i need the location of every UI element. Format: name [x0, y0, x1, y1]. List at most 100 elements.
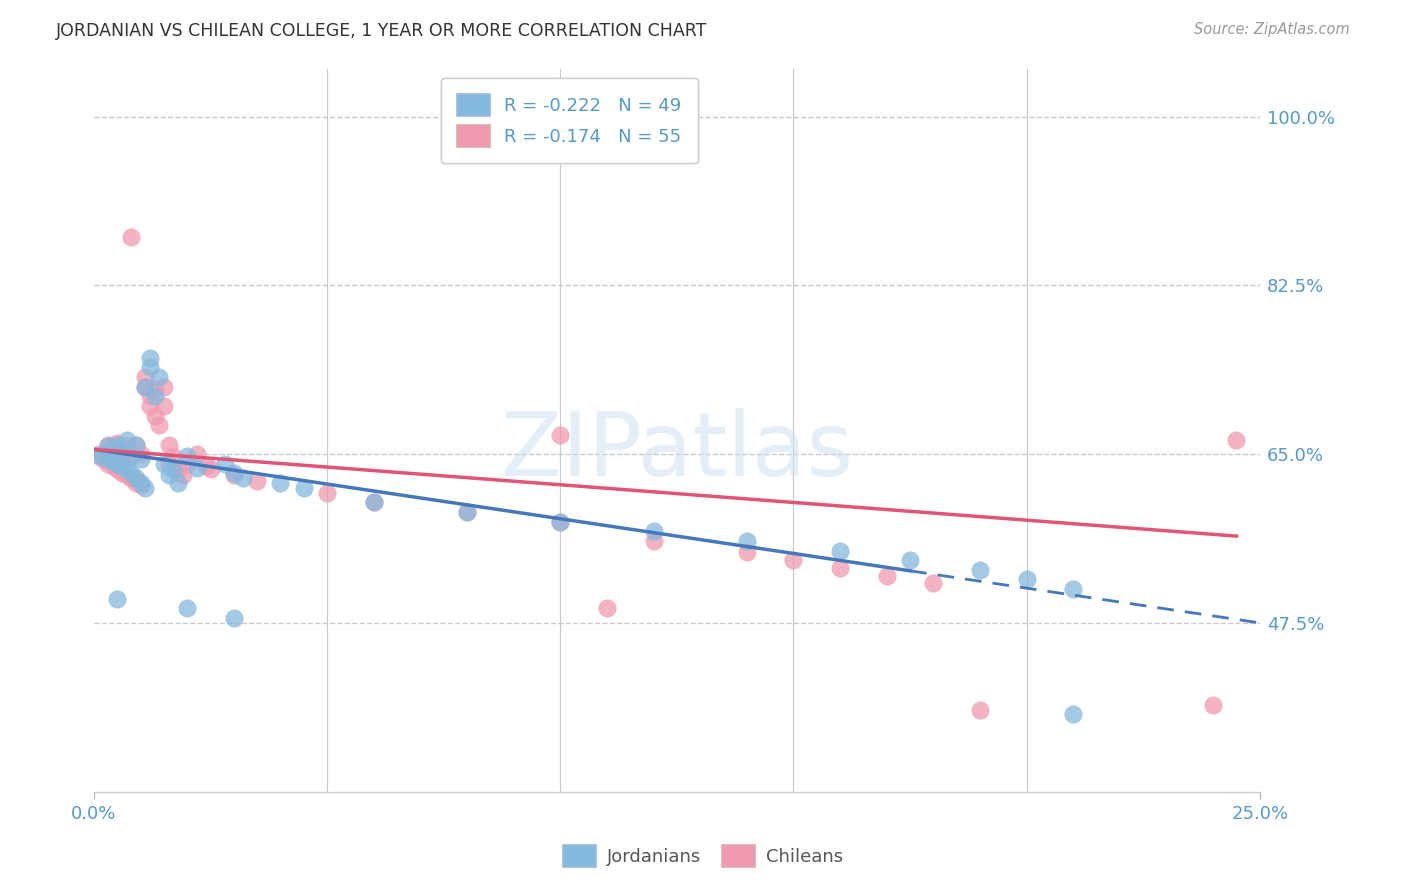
Point — [167, 461, 190, 475]
Point — [97, 457, 120, 471]
Point — [176, 449, 198, 463]
Point — [162, 461, 184, 475]
Point — [111, 467, 134, 481]
Point — [129, 452, 152, 467]
Point — [1225, 433, 1247, 447]
Point — [105, 435, 128, 450]
Legend: Jordanians, Chileans: Jordanians, Chileans — [555, 838, 851, 874]
Point — [148, 418, 170, 433]
Point — [222, 467, 245, 481]
Point — [101, 458, 124, 473]
Point — [125, 437, 148, 451]
Point — [735, 533, 758, 548]
Point — [548, 515, 571, 529]
Point — [316, 485, 339, 500]
Point — [97, 439, 120, 453]
Point — [735, 545, 758, 559]
Point — [222, 468, 245, 483]
Point — [139, 399, 162, 413]
Text: JORDANIAN VS CHILEAN COLLEGE, 1 YEAR OR MORE CORRELATION CHART: JORDANIAN VS CHILEAN COLLEGE, 1 YEAR OR … — [56, 22, 707, 40]
Point — [969, 563, 991, 577]
Point — [186, 460, 208, 475]
Point — [97, 452, 120, 467]
Point — [105, 457, 128, 471]
Point — [172, 468, 194, 483]
Point — [105, 591, 128, 606]
Point — [292, 481, 315, 495]
Point — [111, 458, 134, 473]
Point — [129, 478, 152, 492]
Point — [115, 433, 138, 447]
Point — [898, 553, 921, 567]
Point — [157, 437, 180, 451]
Point — [162, 449, 184, 463]
Point — [115, 439, 138, 453]
Point — [97, 437, 120, 451]
Point — [87, 447, 110, 461]
Point — [115, 468, 138, 483]
Point — [120, 230, 142, 244]
Point — [134, 370, 156, 384]
Point — [101, 445, 124, 459]
Point — [134, 379, 156, 393]
Point — [232, 471, 254, 485]
Point — [363, 495, 385, 509]
Text: ZIPatlas: ZIPatlas — [501, 409, 853, 495]
Point — [120, 471, 142, 485]
Point — [153, 379, 176, 393]
Point — [129, 447, 152, 461]
Point — [876, 568, 898, 582]
Point — [830, 561, 852, 575]
Point — [200, 461, 222, 475]
Point — [222, 611, 245, 625]
Point — [157, 468, 180, 483]
Point — [153, 399, 176, 413]
Point — [456, 505, 478, 519]
Point — [643, 524, 665, 539]
Point — [120, 449, 142, 463]
Point — [120, 449, 142, 463]
Point — [143, 382, 166, 396]
Point — [153, 457, 176, 471]
Point — [596, 601, 619, 615]
Legend: R = -0.222   N = 49, R = -0.174   N = 55: R = -0.222 N = 49, R = -0.174 N = 55 — [441, 78, 697, 163]
Point — [87, 449, 110, 463]
Point — [125, 476, 148, 491]
Point — [176, 601, 198, 615]
Point — [363, 495, 385, 509]
Point — [91, 447, 114, 461]
Point — [830, 543, 852, 558]
Point — [922, 576, 945, 591]
Point — [782, 553, 804, 567]
Point — [125, 437, 148, 451]
Point — [214, 457, 236, 471]
Point — [134, 379, 156, 393]
Point — [1015, 573, 1038, 587]
Point — [548, 515, 571, 529]
Point — [129, 476, 152, 491]
Point — [1062, 582, 1084, 596]
Point — [548, 428, 571, 442]
Point — [157, 457, 180, 471]
Point — [101, 442, 124, 457]
Point — [125, 471, 148, 485]
Point — [246, 474, 269, 488]
Point — [91, 452, 114, 467]
Point — [643, 533, 665, 548]
Point — [456, 505, 478, 519]
Point — [139, 360, 162, 375]
Point — [101, 454, 124, 468]
Point — [1202, 698, 1225, 712]
Point — [139, 351, 162, 365]
Point — [167, 476, 190, 491]
Point — [111, 452, 134, 467]
Point — [111, 445, 134, 459]
Point — [143, 389, 166, 403]
Point — [120, 467, 142, 481]
Point — [176, 457, 198, 471]
Point — [134, 481, 156, 495]
Point — [105, 437, 128, 451]
Point — [1062, 707, 1084, 722]
Point — [143, 409, 166, 423]
Point — [269, 476, 291, 491]
